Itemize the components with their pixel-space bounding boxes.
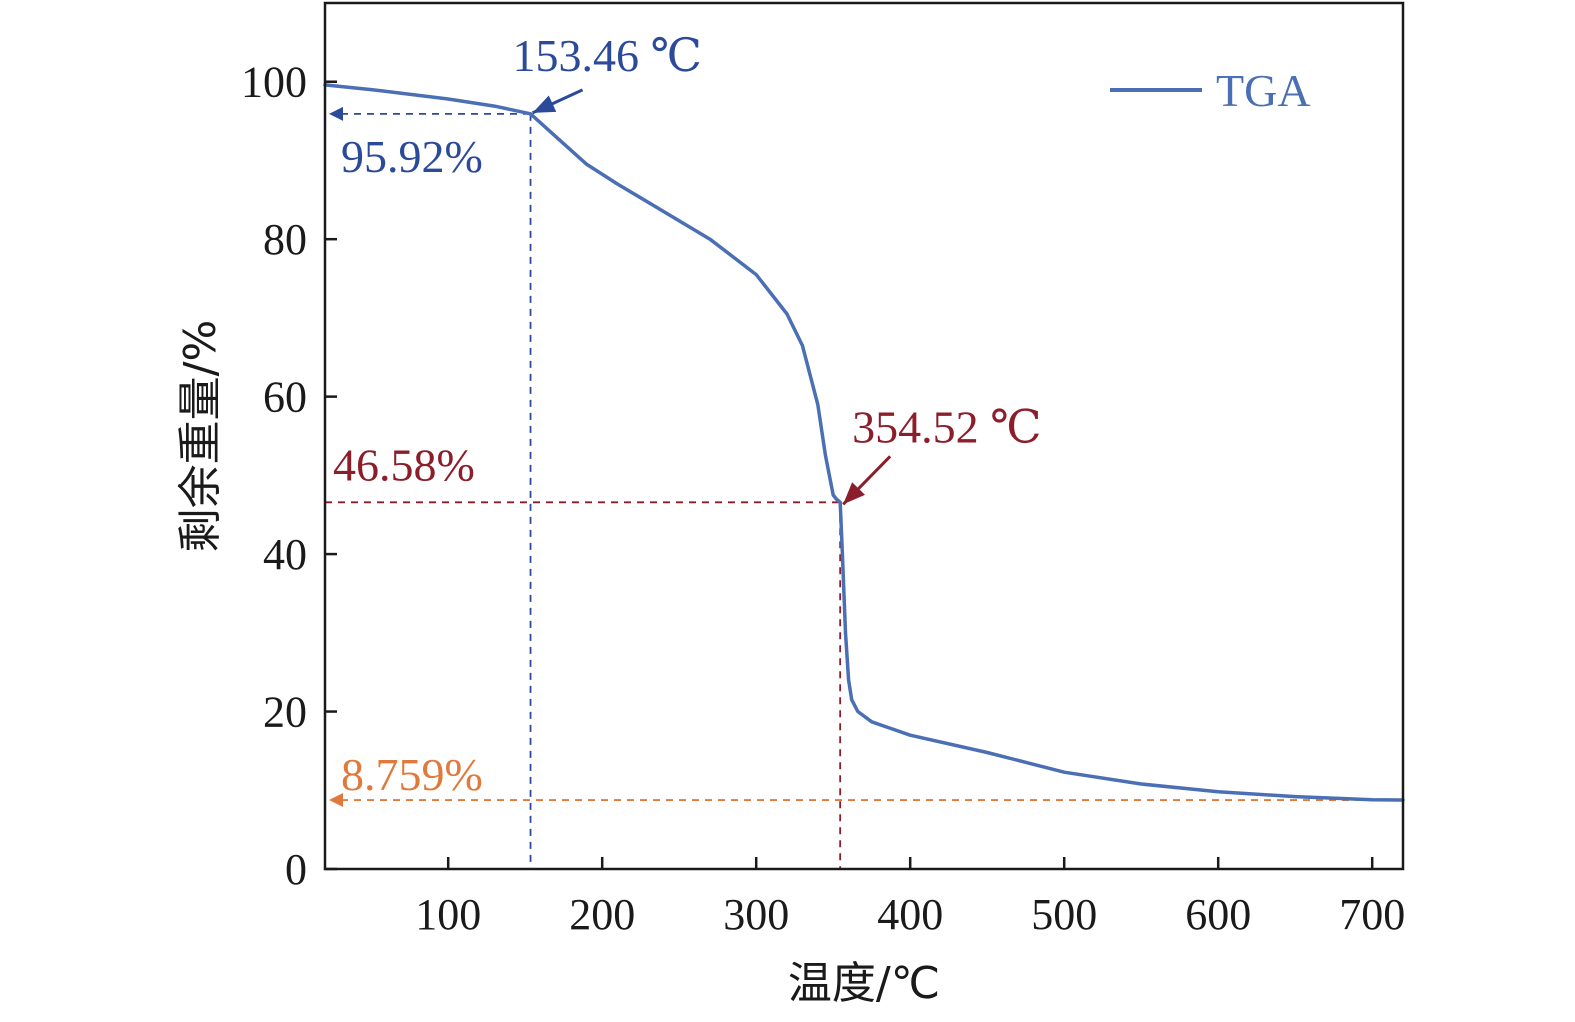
pointer-arrow-blue-head (532, 95, 557, 113)
guide-arrowhead-blue (329, 106, 343, 121)
y-tick-label: 80 (263, 215, 307, 264)
x-tick-label: 200 (569, 890, 635, 939)
x-tick-label: 300 (723, 890, 789, 939)
annotation-residual-blue: 95.92% (341, 131, 483, 182)
plot-frame (323, 1, 1405, 871)
x-tick-label: 100 (415, 890, 481, 939)
legend-label-tga: TGA (1216, 65, 1311, 116)
x-axis-title: 温度/℃ (788, 958, 940, 1009)
annotation-residual-orange: 8.759% (341, 749, 483, 800)
guide-arrowhead-orange (329, 793, 343, 808)
annotation-residual-red: 46.58% (333, 439, 475, 490)
x-tick-label: 500 (1031, 890, 1097, 939)
x-axis: 100 200 300 400 500 600 700 (415, 857, 1405, 939)
annotation-guides (325, 106, 1403, 869)
y-tick-label: 40 (263, 530, 307, 579)
y-tick-label: 60 (263, 373, 307, 422)
annotations: 153.46 ℃ 95.92% 354.52 ℃ 46.58% 8.759% (333, 30, 1042, 800)
legend: TGA (1110, 65, 1311, 116)
y-tick-label: 20 (263, 688, 307, 737)
y-tick-label: 100 (241, 58, 307, 107)
x-tick-label: 700 (1339, 890, 1405, 939)
y-axis: 0 20 40 60 80 100 (241, 58, 337, 894)
x-tick-label: 400 (877, 890, 943, 939)
tga-series-line (323, 83, 1405, 802)
y-axis-title: 剩余重量/% (175, 320, 226, 553)
annotation-temp-red: 354.52 ℃ (852, 401, 1041, 452)
y-tick-label: 0 (285, 845, 307, 894)
annotation-temp-blue: 153.46 ℃ (513, 30, 702, 81)
pointer-arrow-red-head (843, 482, 865, 505)
x-tick-label: 600 (1185, 890, 1251, 939)
